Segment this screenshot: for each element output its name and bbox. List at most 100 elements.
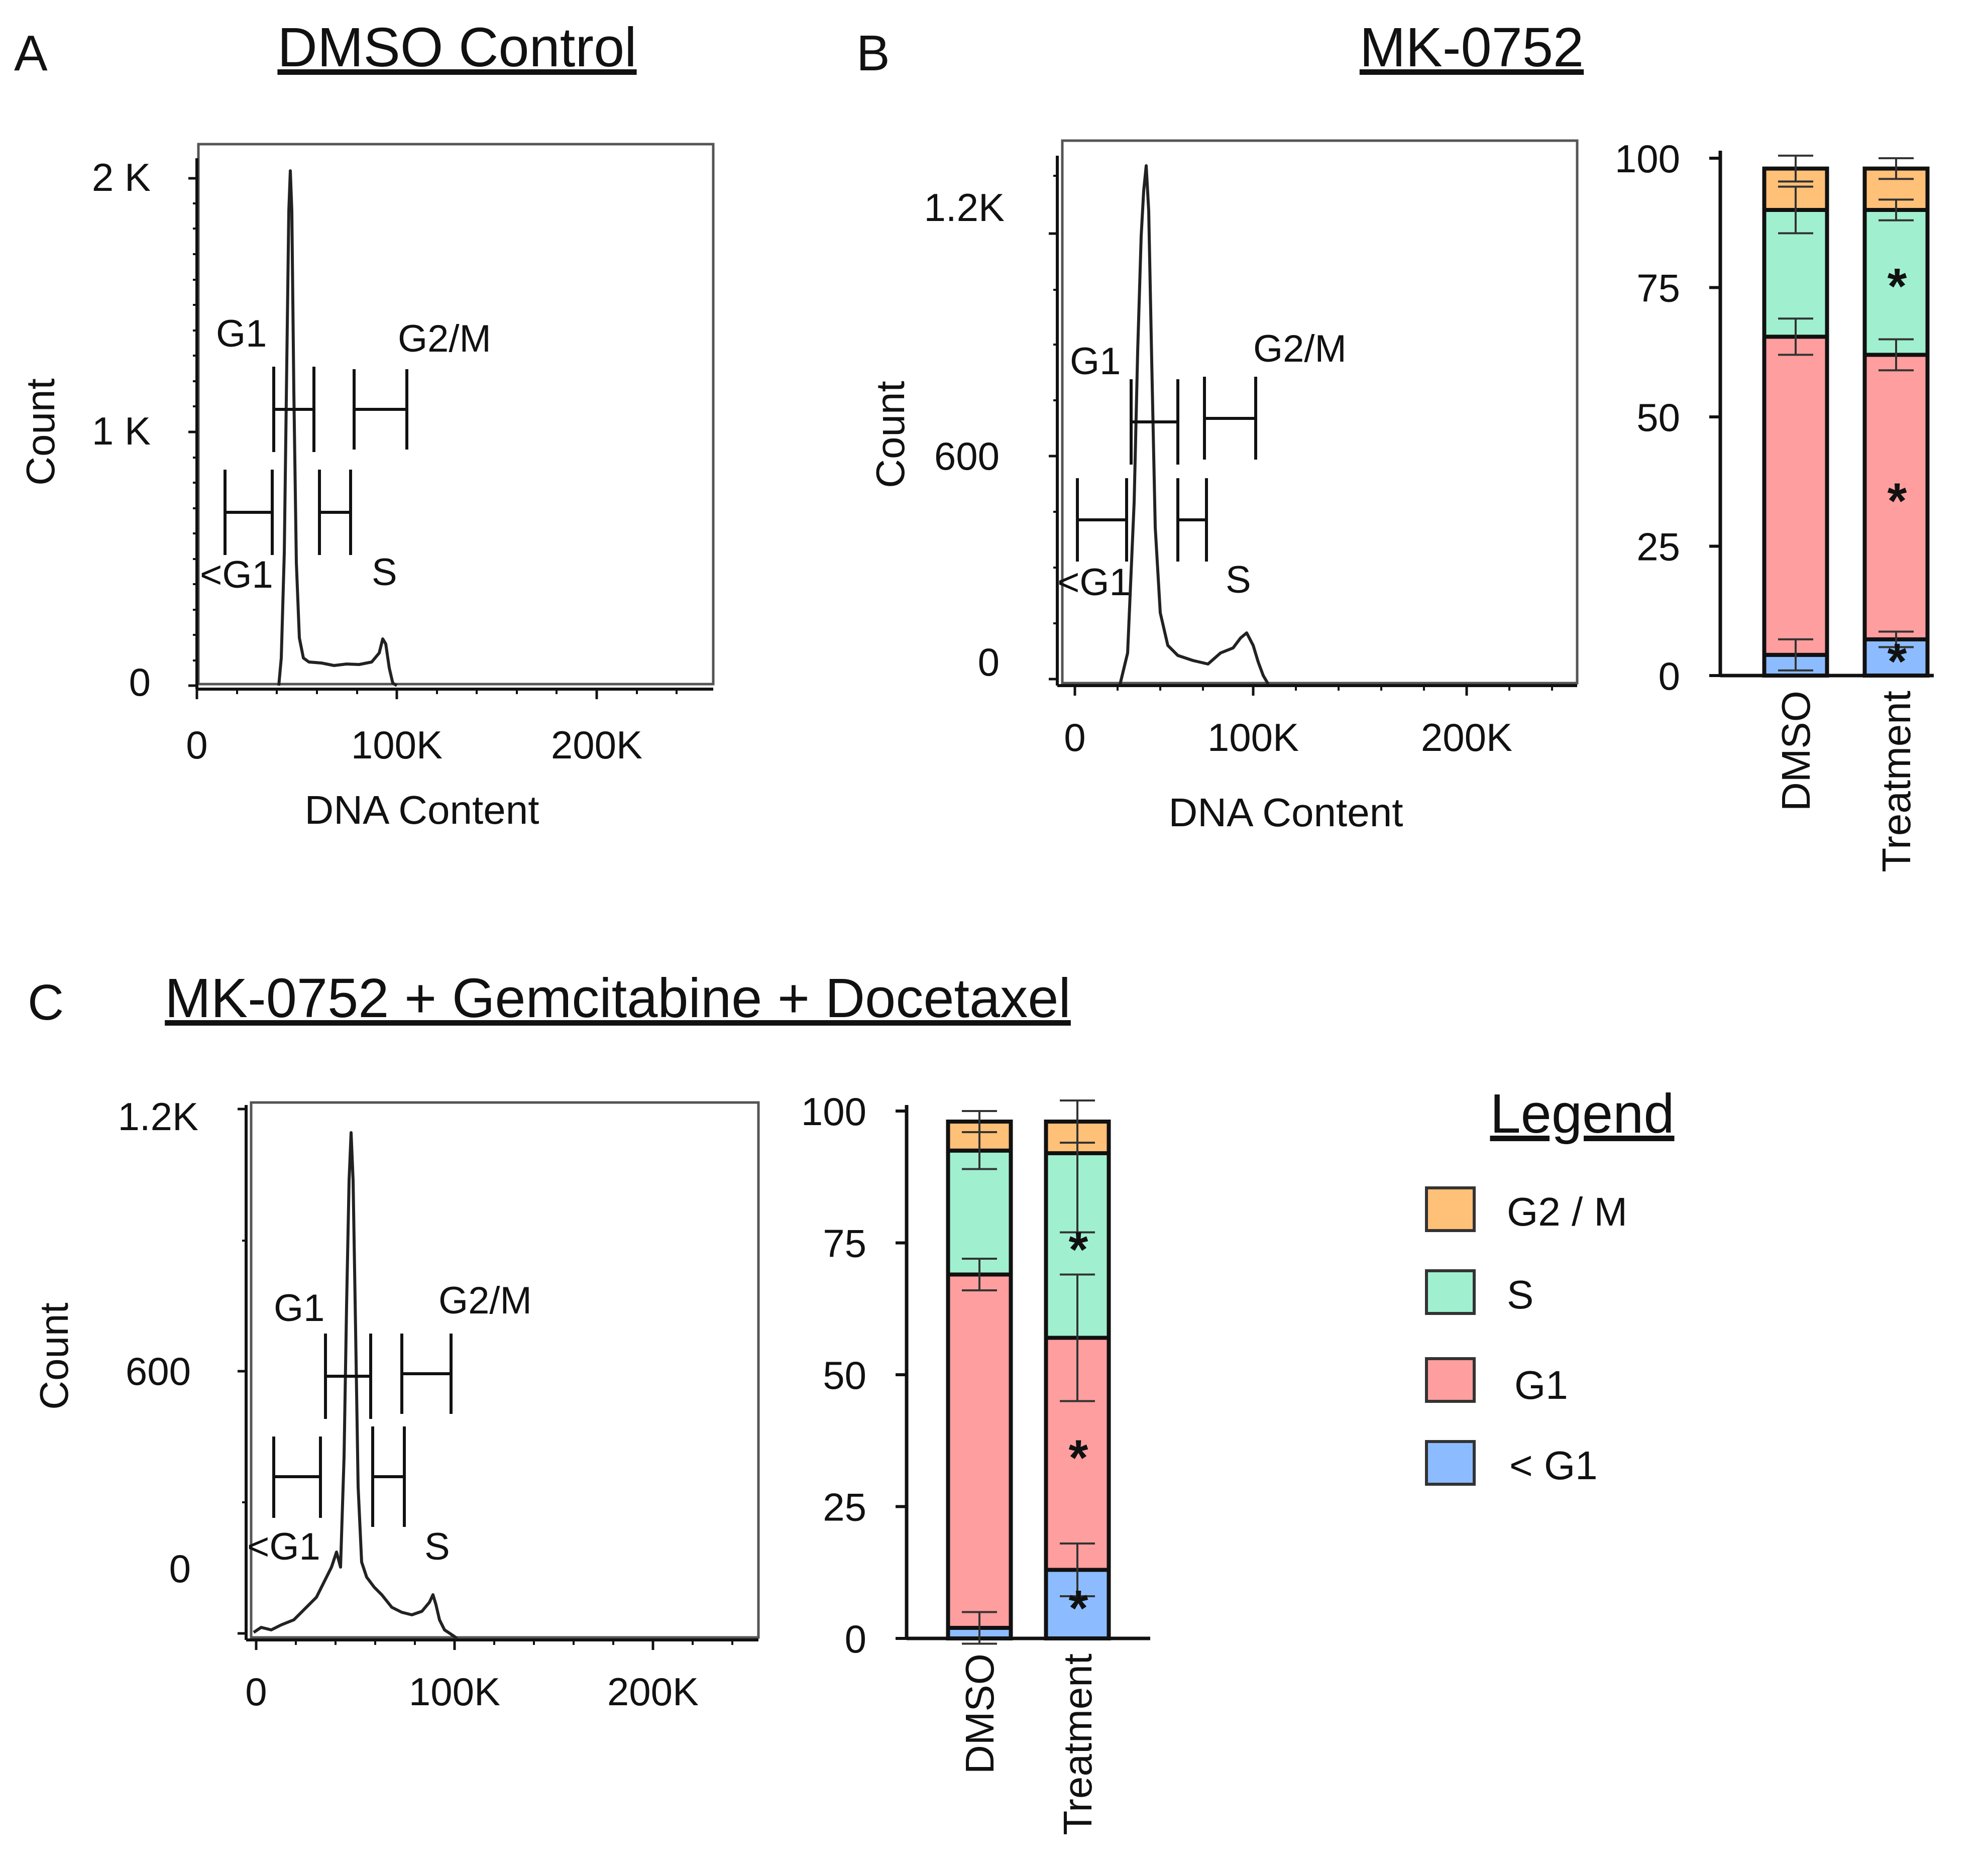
legend-swatch [1425, 1269, 1476, 1315]
legend-item-g2m: G2 / M [1425, 1186, 1627, 1234]
bar-category-label: Treatment [1874, 691, 1919, 872]
panel-b-title: MK-0752 [1360, 17, 1584, 78]
significance-asterisk: * [1888, 258, 1907, 314]
legend-label: < G1 [1509, 1443, 1598, 1488]
y-axis-label: Count [32, 1302, 76, 1409]
panel-a-letter: A [14, 25, 48, 81]
stacked-bar-segment [1762, 335, 1829, 657]
gate-label-g2m: G2/M [438, 1279, 532, 1322]
x-tick-label: 100K [409, 1670, 500, 1714]
bar-category-label: DMSO [957, 1653, 1002, 1774]
panel-c-histogram: 1.2K 600 0 0 100K 200K Count G1 G2/M <G1 [32, 1094, 760, 1714]
gate-label-subg1: <G1 [1057, 561, 1131, 604]
x-axis-label: DNA Content [305, 788, 539, 832]
bar-category-label: Treatment [1055, 1653, 1100, 1835]
legend-swatch [1425, 1186, 1476, 1232]
stacked-bar-segment [1862, 208, 1930, 357]
gate-subg1 [1076, 478, 1128, 562]
panel-b-letter: B [856, 25, 890, 81]
panel-b-histogram: 1.2K 600 0 0 100K 200K DNA Content Count… [868, 139, 1579, 835]
gate-subg1 [224, 470, 274, 555]
histogram-trace [253, 1131, 458, 1640]
histogram-frame [197, 143, 715, 686]
legend-label: G2 / M [1507, 1189, 1627, 1234]
panel-a-title: DMSO Control [277, 17, 636, 78]
y-tick-label: 1.2K [118, 1094, 198, 1139]
panel-c-stacked-bar-chart: 100 75 50 25 0 DMSO * * * Treatment [801, 1089, 1150, 1835]
x-axis-label: DNA Content [1169, 790, 1403, 835]
histogram-trace [277, 169, 398, 687]
stacked-bar-segment [946, 1272, 1013, 1630]
panel-b: B MK-0752 1.2K 600 0 0 100K 200K DNA Con… [856, 17, 1934, 872]
gate-g2m [1203, 377, 1257, 460]
legend-label: G1 [1514, 1363, 1568, 1407]
gate-label-g1: G1 [274, 1287, 324, 1330]
x-tick-label: 200K [607, 1670, 699, 1714]
gate-subg1 [272, 1437, 322, 1518]
legend: Legend G2 / M S G1 < G1 [1425, 1083, 1675, 1488]
gate-s [371, 1426, 406, 1527]
gate-g2m [400, 1334, 453, 1414]
panel-c: C MK-0752 + Gemcitabine + Docetaxel 1.2K… [28, 967, 1150, 1835]
x-tick-label: 100K [351, 723, 443, 767]
bar-y-tick-label: 0 [845, 1617, 866, 1661]
panel-c-title: MK-0752 + Gemcitabine + Docetaxel [165, 967, 1071, 1029]
y-tick-label: 1.2K [924, 185, 1005, 230]
bar-category-label: DMSO [1774, 691, 1818, 811]
histogram-frame [1061, 139, 1579, 685]
gate-label-g1: G1 [216, 312, 267, 355]
gate-g1 [1130, 379, 1179, 465]
legend-title: Legend [1490, 1083, 1674, 1145]
gate-s [1176, 478, 1208, 562]
gate-label-subg1: <G1 [200, 554, 273, 596]
panel-c-letter: C [28, 974, 64, 1031]
gate-g1 [324, 1334, 372, 1419]
y-tick-label: 0 [978, 640, 1000, 684]
legend-item-s: S [1425, 1269, 1533, 1317]
panel-a-histogram: 2 K 1 K 0 0 100K 200K DNA Content Count … [18, 143, 715, 832]
gate-label-g1: G1 [1070, 340, 1121, 383]
x-tick-label: 0 [1064, 715, 1085, 759]
x-tick-label: 100K [1207, 715, 1299, 759]
bar-y-tick-label: 50 [1636, 395, 1680, 439]
gate-label-g2m: G2/M [1253, 327, 1347, 370]
gate-label-s: S [372, 551, 397, 594]
bar-y-tick-label: 0 [1659, 654, 1680, 698]
x-tick-label: 0 [186, 723, 207, 767]
histogram-trace [1119, 164, 1270, 685]
gate-g2m [353, 369, 408, 450]
y-axis-label: Count [868, 381, 913, 488]
legend-item-g1: G1 [1425, 1357, 1568, 1407]
bar-y-tick-label: 50 [823, 1353, 866, 1397]
bar-y-tick-label: 100 [801, 1089, 866, 1134]
histogram-frame [250, 1101, 760, 1639]
legend-label: S [1507, 1272, 1533, 1317]
x-tick-label: 200K [1421, 715, 1512, 759]
x-tick-label: 0 [245, 1670, 267, 1714]
significance-asterisk: * [1888, 473, 1907, 529]
significance-asterisk: * [1069, 1222, 1088, 1278]
significance-asterisk: * [1069, 1430, 1088, 1486]
gate-label-s: S [1226, 559, 1251, 601]
gate-label-s: S [424, 1525, 450, 1568]
gate-g1 [272, 367, 315, 452]
significance-asterisk: * [1069, 1580, 1088, 1636]
y-axis-label: Count [18, 378, 63, 485]
gate-s [318, 470, 352, 555]
bar-y-tick-label: 25 [1636, 525, 1680, 569]
bar-y-tick-label: 75 [823, 1222, 866, 1266]
gate-label-g2m: G2/M [398, 317, 491, 360]
bar-y-tick-label: 100 [1615, 137, 1680, 181]
y-tick-label: 600 [126, 1349, 191, 1393]
gate-label-subg1: <G1 [247, 1525, 320, 1568]
y-tick-label: 600 [934, 434, 1000, 478]
y-tick-label: 2 K [92, 155, 151, 199]
legend-swatch [1425, 1357, 1476, 1403]
legend-swatch [1425, 1440, 1476, 1486]
bar-y-tick-label: 75 [1636, 266, 1680, 310]
panel-a: A DMSO Control 2 K 1 K 0 0 100K 200K DNA… [14, 17, 715, 832]
significance-asterisk: * [1888, 633, 1907, 690]
y-tick-label: 0 [169, 1547, 191, 1591]
